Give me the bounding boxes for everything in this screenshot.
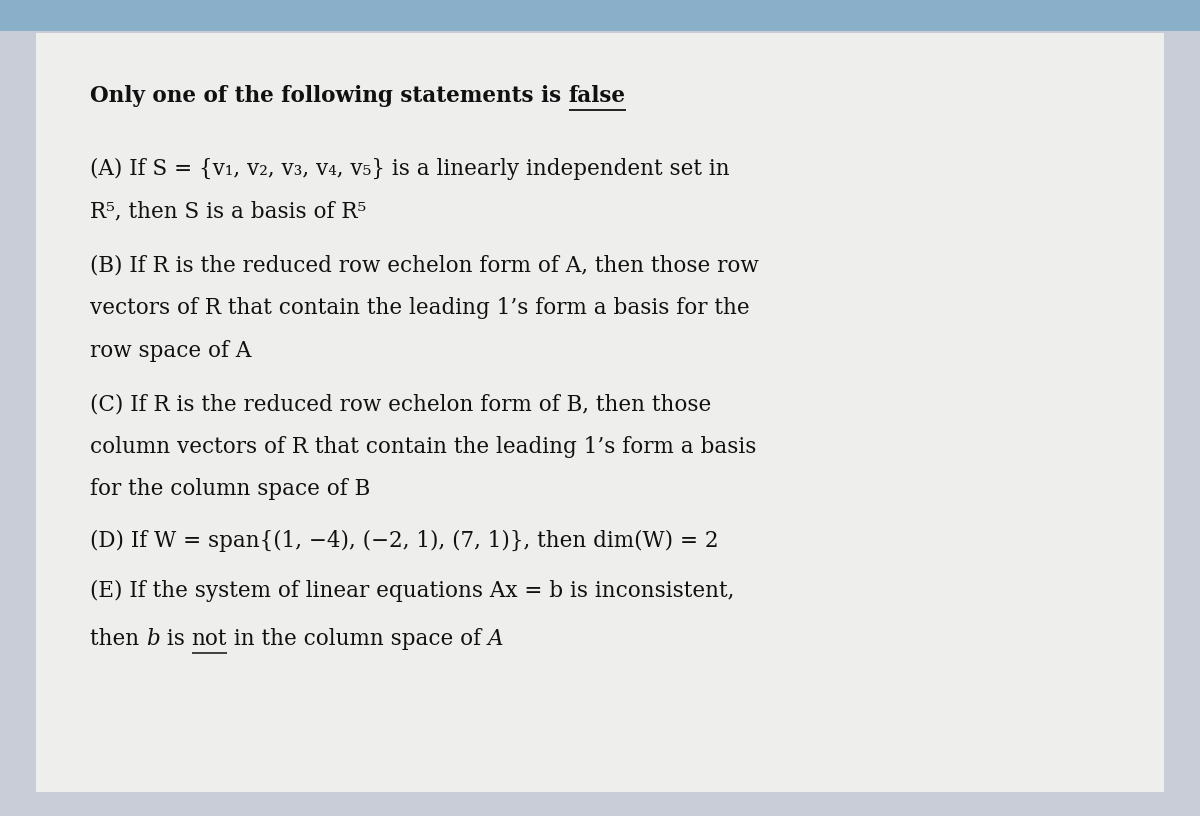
Text: Only one of the following statements is: Only one of the following statements is <box>90 85 569 107</box>
Text: R⁵, then S is a basis of R⁵: R⁵, then S is a basis of R⁵ <box>90 201 366 223</box>
Text: A: A <box>488 628 504 650</box>
Text: then: then <box>90 628 146 650</box>
Text: b: b <box>146 628 160 650</box>
Text: (C) If R is the reduced row echelon form of B, then those: (C) If R is the reduced row echelon form… <box>90 393 712 415</box>
Text: in the column space of: in the column space of <box>227 628 488 650</box>
Text: (A) If S = {v₁, v₂, v₃, v₄, v₅} is a linearly independent set in: (A) If S = {v₁, v₂, v₃, v₄, v₅} is a lin… <box>90 158 730 180</box>
Bar <box>0 0 1200 31</box>
Text: for the column space of B: for the column space of B <box>90 478 371 500</box>
Text: false: false <box>569 85 625 107</box>
Text: vectors of R that contain the leading 1’s form a basis for the: vectors of R that contain the leading 1’… <box>90 297 750 319</box>
Text: not: not <box>192 628 227 650</box>
Text: (E) If the system of linear equations Ax = b is inconsistent,: (E) If the system of linear equations Ax… <box>90 580 734 602</box>
Text: (D) If W = span{(1, −4), (−2, 1), (7, 1)}, then dim(W) = 2: (D) If W = span{(1, −4), (−2, 1), (7, 1)… <box>90 530 719 552</box>
Text: column vectors of R that contain the leading 1’s form a basis: column vectors of R that contain the lea… <box>90 436 756 458</box>
Text: row space of A: row space of A <box>90 339 251 361</box>
Text: (B) If R is the reduced row echelon form of A, then those row: (B) If R is the reduced row echelon form… <box>90 255 758 277</box>
Text: is: is <box>160 628 192 650</box>
